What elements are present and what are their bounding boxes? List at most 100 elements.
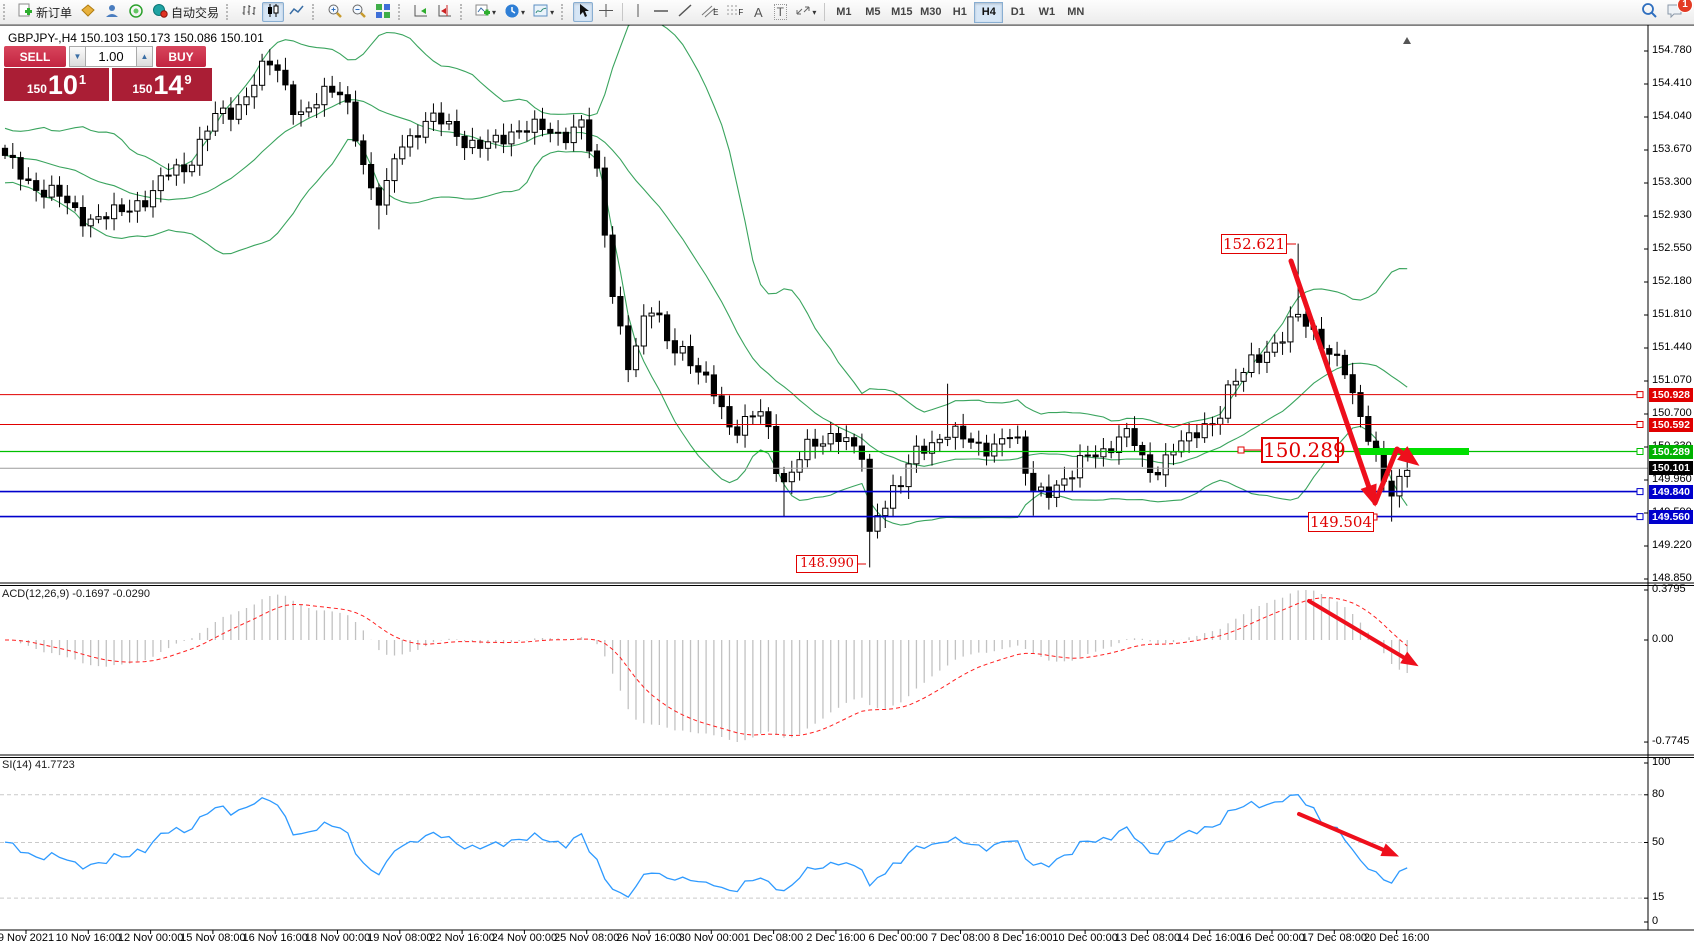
candle-bullish bbox=[1076, 455, 1084, 479]
crosshair-tool-button[interactable] bbox=[595, 2, 617, 22]
candle-bearish bbox=[593, 150, 601, 169]
price-level-handle[interactable] bbox=[1636, 448, 1644, 455]
candle-bullish bbox=[952, 425, 959, 438]
zoom-in-button[interactable] bbox=[324, 2, 346, 22]
horizontal-line-tool-button[interactable] bbox=[650, 2, 672, 22]
trend-arrow-head bbox=[1360, 483, 1377, 507]
candle-bullish bbox=[1396, 475, 1403, 497]
line-chart-mode-button[interactable] bbox=[286, 2, 308, 22]
candle-bullish bbox=[578, 119, 585, 128]
bollinger-upper[interactable] bbox=[4, 16, 1408, 428]
signals-button[interactable] bbox=[125, 2, 147, 22]
tile-windows-button[interactable] bbox=[372, 2, 394, 22]
search-button[interactable] bbox=[1638, 2, 1661, 22]
cursor-icon bbox=[576, 3, 590, 21]
trend-arrow[interactable] bbox=[1297, 812, 1395, 856]
cursor-tool-button[interactable] bbox=[573, 2, 594, 22]
text-tool-button[interactable]: A bbox=[748, 2, 768, 22]
candle-bullish bbox=[1287, 316, 1294, 343]
bollinger-lower[interactable] bbox=[4, 138, 1408, 526]
timeframe-button-d1[interactable]: D1 bbox=[1010, 6, 1025, 18]
timeframe-button-mn[interactable]: MN bbox=[1067, 6, 1085, 18]
line-chart-icon bbox=[289, 3, 305, 21]
timeframe-button-h4[interactable]: H4 bbox=[974, 1, 1004, 23]
price-level-badge: 149.560 bbox=[1649, 510, 1693, 524]
time-axis-label: 19 Nov 08:00 bbox=[367, 932, 433, 944]
shapes-tool-button[interactable]: ▾ bbox=[792, 2, 819, 22]
fibo-letter: F bbox=[738, 7, 744, 17]
candlestick-mode-button[interactable] bbox=[262, 2, 285, 22]
timeframe-button-w1[interactable]: W1 bbox=[1038, 6, 1056, 18]
timeframe-button-m1[interactable]: M1 bbox=[836, 6, 852, 18]
sell-button[interactable]: SELL bbox=[4, 46, 66, 67]
toolbar-separator bbox=[622, 3, 624, 21]
zoom-out-button[interactable] bbox=[348, 2, 370, 22]
profile-button[interactable] bbox=[101, 2, 123, 22]
sell-price-display[interactable]: 150 10 1 bbox=[4, 68, 109, 101]
trend-arrow[interactable] bbox=[1288, 258, 1376, 502]
template-button[interactable]: ▾ bbox=[530, 2, 557, 22]
bollinger-middle[interactable] bbox=[4, 99, 1408, 467]
candle-bullish bbox=[212, 113, 219, 132]
price-annotation[interactable]: 150.289 bbox=[1261, 437, 1346, 463]
bollinger-bands bbox=[4, 16, 1408, 526]
timeframe-menu-button[interactable]: ▾ bbox=[501, 2, 528, 22]
time-axis-label: 17 Dec 08:00 bbox=[1301, 932, 1368, 944]
timeframe-button-h1[interactable]: H1 bbox=[952, 6, 967, 18]
volume-increase-button[interactable]: ▲ bbox=[136, 46, 153, 67]
time-axis-label: 22 Nov 16:00 bbox=[429, 932, 495, 944]
bar-chart-icon bbox=[241, 3, 257, 21]
price-level-badge: 150.592 bbox=[1649, 418, 1693, 432]
price-level-handle[interactable] bbox=[1636, 391, 1644, 399]
sell-price-base: 150 bbox=[26, 82, 47, 96]
buy-button[interactable]: BUY bbox=[156, 46, 206, 67]
candle-bearish bbox=[921, 445, 928, 454]
indicators-button[interactable]: ▾ bbox=[472, 2, 499, 22]
vertical-line-tool-button[interactable] bbox=[628, 2, 648, 22]
time-axis-label: 26 Nov 16:00 bbox=[616, 932, 682, 944]
label-tool-button[interactable]: T bbox=[770, 2, 790, 22]
candle-bearish bbox=[64, 195, 71, 204]
candle-bearish bbox=[1147, 454, 1154, 473]
candle-bearish bbox=[118, 204, 126, 213]
candle-bearish bbox=[975, 441, 982, 444]
candle-bearish bbox=[1341, 354, 1349, 376]
highlight-zone[interactable] bbox=[1356, 448, 1469, 455]
buy-price-display[interactable]: 150 14 9 bbox=[112, 68, 212, 101]
price-annotation[interactable]: 152.621 bbox=[1221, 234, 1287, 254]
price-level-handle[interactable] bbox=[1636, 488, 1644, 496]
chevron-down-icon: ▾ bbox=[550, 7, 555, 17]
channel-tool-button[interactable]: E bbox=[698, 2, 721, 22]
horizontal-line-icon bbox=[653, 3, 669, 21]
notifications-button[interactable]: 1 bbox=[1663, 0, 1693, 22]
candle-bullish bbox=[944, 436, 951, 440]
timeframe-button-m5[interactable]: M5 bbox=[865, 6, 881, 18]
candle-bullish bbox=[1217, 417, 1224, 425]
candle-bullish bbox=[1014, 436, 1021, 439]
timeframe-button-m30[interactable]: M30 bbox=[920, 6, 942, 18]
trendline-tool-button[interactable] bbox=[674, 2, 696, 22]
new-order-button[interactable]: 新订单 bbox=[15, 2, 75, 22]
candle-bearish bbox=[710, 374, 717, 397]
candle-bearish bbox=[1388, 480, 1395, 497]
bar-chart-mode-button[interactable] bbox=[238, 2, 260, 22]
volume-input[interactable]: 1.00 bbox=[86, 46, 136, 67]
chart-shift-button[interactable] bbox=[434, 2, 456, 22]
price-level-badge: 149.840 bbox=[1649, 485, 1693, 499]
price-level-handle[interactable] bbox=[1636, 513, 1644, 521]
time-axis-label: 13 Dec 08:00 bbox=[1114, 932, 1181, 944]
timeframe-button-m15[interactable]: M15 bbox=[891, 6, 913, 18]
history-center-button[interactable] bbox=[77, 2, 99, 22]
auto-trading-button[interactable]: 自动交易 bbox=[149, 2, 222, 22]
volume-decrease-button[interactable]: ▼ bbox=[69, 46, 86, 67]
fibonacci-tool-button[interactable]: F bbox=[723, 2, 746, 22]
trend-arrow[interactable] bbox=[1307, 599, 1415, 665]
price-annotation[interactable]: 148.990 bbox=[796, 555, 858, 573]
auto-scroll-button[interactable] bbox=[410, 2, 432, 22]
candle-bullish bbox=[305, 107, 312, 113]
candle-bearish bbox=[656, 312, 663, 316]
price-annotation[interactable]: 149.504 bbox=[1308, 512, 1374, 532]
candle-bearish bbox=[344, 94, 351, 103]
price-level-handle[interactable] bbox=[1636, 421, 1644, 428]
